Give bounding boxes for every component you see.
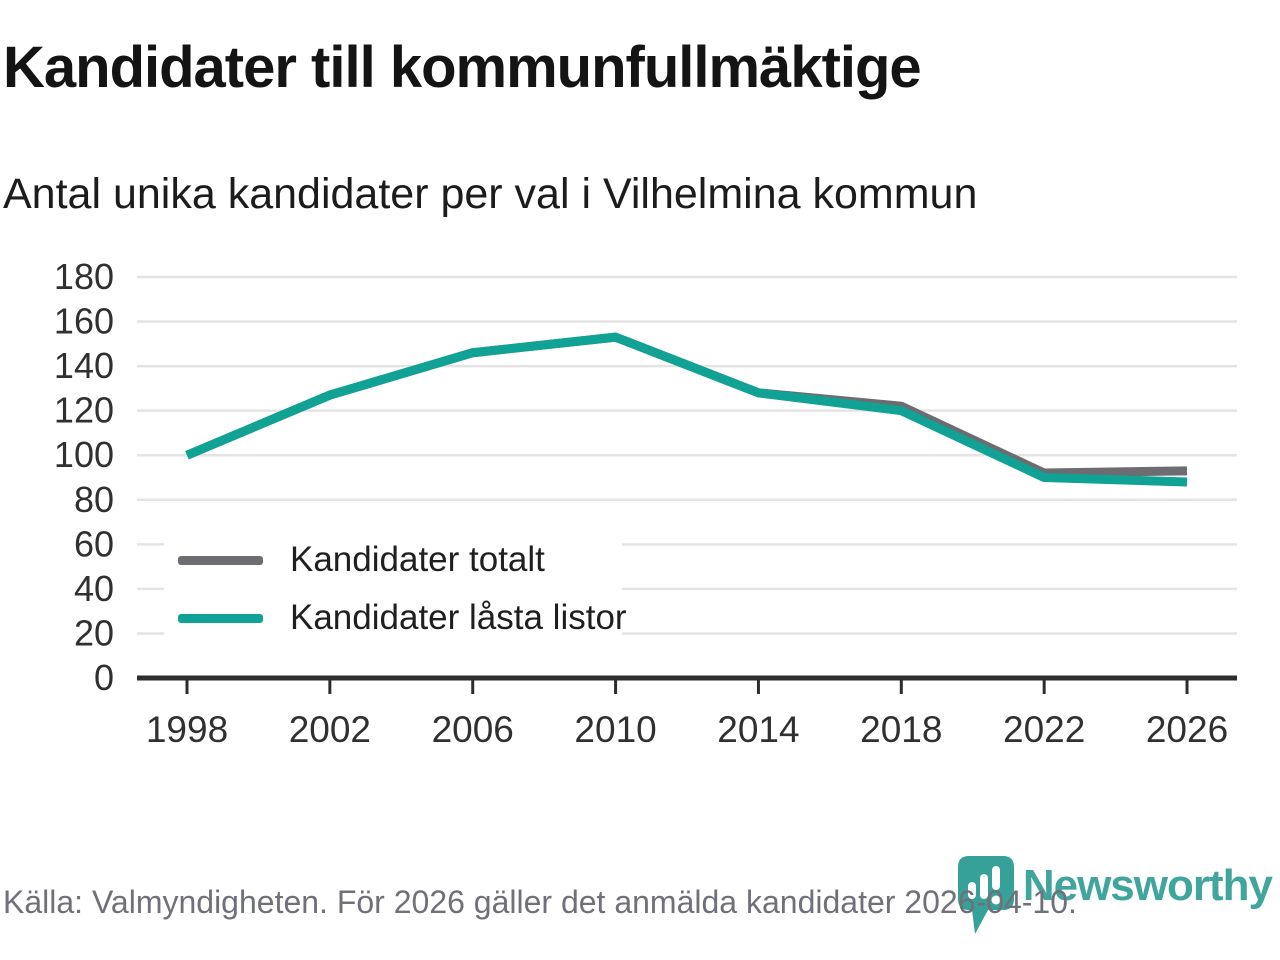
legend-swatch-locked-lists bbox=[178, 613, 263, 623]
legend-label-total: Kandidater totalt bbox=[290, 540, 545, 579]
x-tick-label-2014: 2014 bbox=[717, 709, 799, 750]
newsworthy-wordmark: Newsworthy bbox=[1022, 861, 1273, 910]
y-tick-label-20: 20 bbox=[74, 612, 114, 653]
legend-item-locked-lists: Kandidater låsta listor bbox=[164, 593, 627, 643]
series-line-0 bbox=[185, 332, 1188, 478]
y-tick-label-120: 120 bbox=[54, 390, 114, 431]
y-tick-label-40: 40 bbox=[74, 568, 114, 609]
x-tick-label-2022: 2022 bbox=[1003, 709, 1085, 750]
newsworthy-pin-barchart-icon bbox=[957, 856, 1014, 934]
chart-title: Kandidater till kommunfullmäktige bbox=[3, 35, 922, 100]
y-tick-label-0: 0 bbox=[94, 657, 114, 698]
x-tick-label-2026: 2026 bbox=[1146, 709, 1228, 750]
chart-legend: Kandidater totalt Kandidater låsta listo… bbox=[164, 531, 627, 649]
newsworthy-logo: Newsworthy bbox=[957, 856, 1273, 940]
y-tick-label-60: 60 bbox=[74, 523, 114, 564]
y-tick-label-140: 140 bbox=[54, 345, 114, 386]
y-tick-label-100: 100 bbox=[54, 434, 114, 475]
x-tick-label-2018: 2018 bbox=[860, 709, 942, 750]
legend-swatch-total bbox=[178, 555, 263, 565]
x-tick-label-2002: 2002 bbox=[289, 709, 371, 750]
series-line-1 bbox=[185, 332, 1188, 487]
x-tick-label-2006: 2006 bbox=[432, 709, 514, 750]
chart-subtitle: Antal unika kandidater per val i Vilhelm… bbox=[3, 170, 978, 218]
source-note: Källa: Valmyndigheten. För 2026 gäller d… bbox=[3, 884, 1077, 920]
y-tick-label-180: 180 bbox=[54, 256, 114, 297]
x-tick-label-2010: 2010 bbox=[574, 709, 656, 750]
y-tick-label-160: 160 bbox=[54, 301, 114, 342]
y-tick-label-80: 80 bbox=[74, 479, 114, 520]
x-tick-label-1998: 1998 bbox=[146, 709, 228, 750]
legend-label-locked-lists: Kandidater låsta listor bbox=[290, 598, 627, 637]
legend-item-total: Kandidater totalt bbox=[164, 535, 622, 585]
